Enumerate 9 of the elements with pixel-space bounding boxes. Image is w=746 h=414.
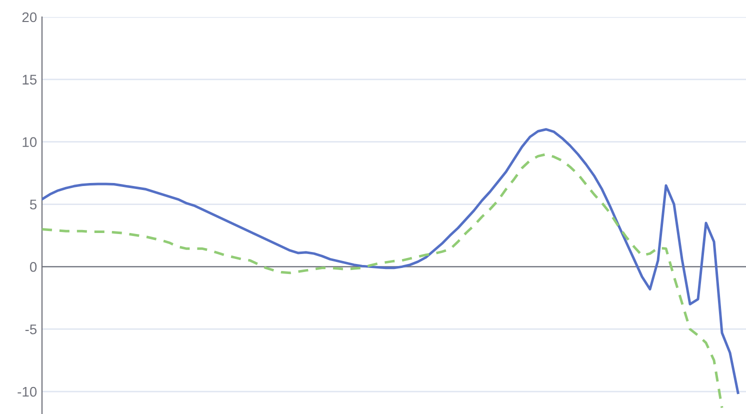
line-series (42, 153, 724, 410)
y-tick-label: 20 (22, 12, 37, 22)
y-tick-label: 0 (30, 262, 37, 272)
y-tick-label: -10 (18, 386, 37, 397)
y-tick-label: 5 (30, 200, 37, 210)
line-series (42, 128, 740, 394)
y-tick-label: 10 (22, 137, 37, 148)
y-tick-label: -5 (25, 324, 37, 334)
y-tick-label: 15 (22, 74, 37, 85)
